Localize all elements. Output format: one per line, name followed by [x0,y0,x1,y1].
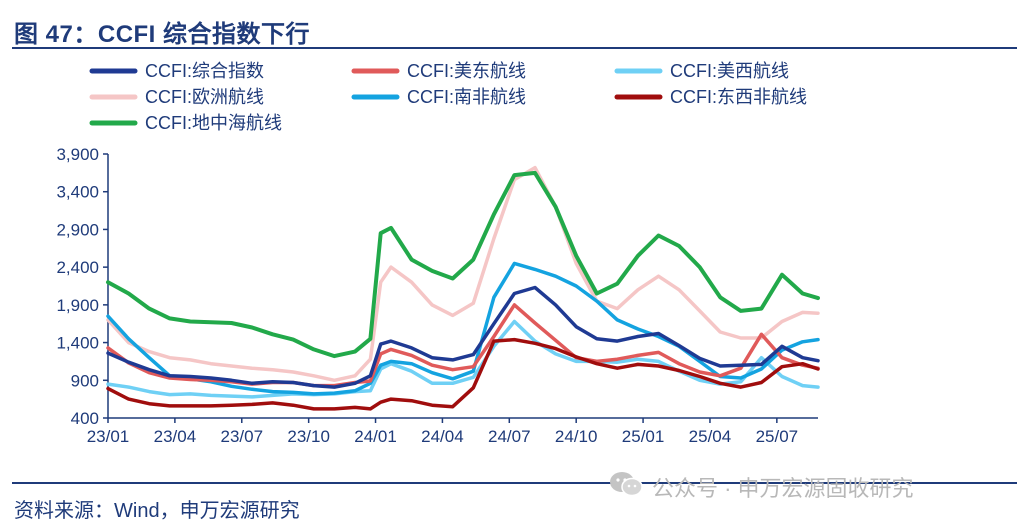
watermark-text: 公众号 · 申万宏源固收研究 [652,476,914,501]
y-tick-label: 2,900 [56,220,99,239]
y-tick-label: 3,900 [56,145,99,164]
series-line-5 [106,261,820,396]
y-axis: 400 900 1,400 1,900 2,400 2,900 3,400 3,900 [56,145,109,428]
y-tick-label: 900 [71,371,99,390]
x-tick-label: 23/01 [87,427,130,446]
legend-label: CCFI:南非航线 [407,87,526,107]
x-tick-label: 23/07 [220,427,263,446]
x-tick-label: 25/04 [689,427,732,446]
series-line-1 [106,285,820,389]
x-tick-label: 23/10 [287,427,330,446]
legend-label: CCFI:东西非航线 [670,87,807,107]
x-tick-label: 24/07 [488,427,531,446]
x-tick-label: 23/04 [154,427,197,446]
x-tick-label: 24/10 [555,427,598,446]
y-tick-label: 1,400 [56,334,99,353]
x-tick-label: 25/07 [756,427,799,446]
watermark: 公众号 · 申万宏源固收研究 [608,470,914,504]
y-tick-label: 1,900 [56,296,99,315]
x-tick-label: 25/01 [622,427,665,446]
x-tick-label: 24/01 [354,427,397,446]
legend-label: CCFI:欧洲航线 [145,87,264,107]
series-line-3 [106,319,820,399]
series-line-4 [106,165,820,383]
legend-label: CCFI:美东航线 [407,61,526,81]
legend-label: CCFI:地中海航线 [145,113,282,133]
x-tick-label: 24/04 [421,427,464,446]
source-note: 资料来源：Wind，申万宏源研究 [14,500,300,522]
title-divider [12,47,1017,49]
footer-divider [12,482,1017,484]
line-chart: CCFI:综合指数 CCFI:美东航线 CCFI:美西航线 CCFI:欧洲航线 CCFI… [56,61,820,446]
y-tick-label: 2,400 [56,258,99,277]
y-tick-label: 400 [71,409,99,428]
legend-label: CCFI:综合指数 [145,61,264,81]
x-axis: 23/01 23/04 23/07 23/10 24/01 24/04 24/07 24/10… [87,417,818,446]
series-line-6 [106,337,820,411]
wechat-icon [608,470,644,504]
figure-title: 图 47：CCFI 综合指数下行 [14,21,311,48]
legend-label: CCFI:美西航线 [670,61,789,81]
series-line-7 [106,170,820,359]
plot-lines [106,165,820,411]
y-tick-label: 3,400 [56,183,99,202]
chart-legend: CCFI:综合指数 CCFI:美东航线 CCFI:美西航线 CCFI:欧洲航线 CCFI… [89,61,807,133]
